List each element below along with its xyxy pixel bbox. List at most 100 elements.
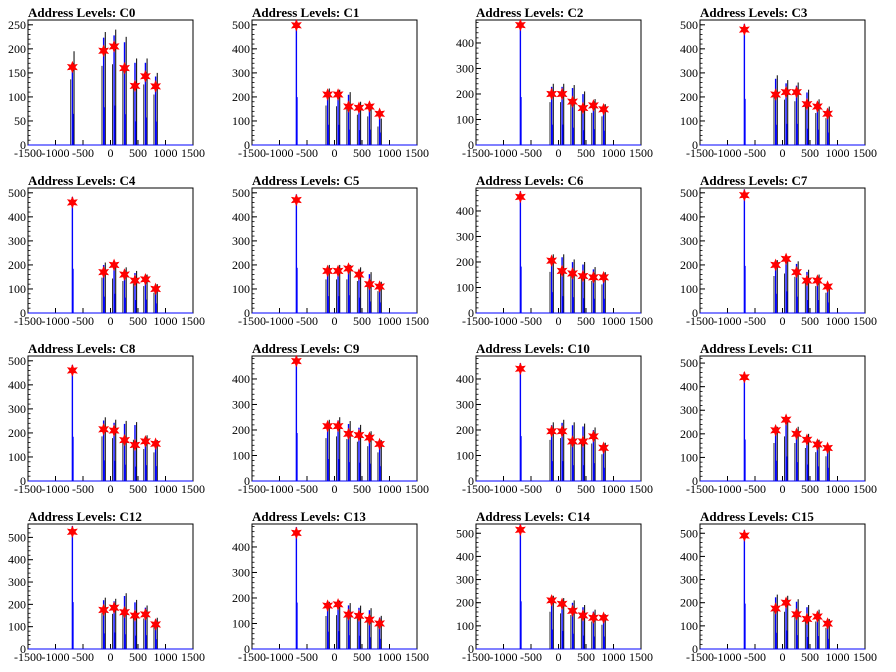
y-tick-label: 400 [456,549,474,563]
x-tick-label: 500 [353,146,371,160]
peak-star-marker [780,413,792,426]
panel-title: Address Levels: C11 [700,341,813,356]
x-tick-label: 1000 [602,314,626,328]
y-tick-label: 400 [456,372,474,386]
peak-star-marker [514,523,526,537]
peak-star-marker [811,100,823,113]
x-tick-label: 1500 [181,314,205,328]
y-tick-label: 100 [232,616,250,630]
x-tick-label: 1000 [826,650,850,664]
x-tick-label: -500 [744,314,766,328]
y-tick-label: 300 [232,234,250,248]
y-tick-label: 0 [468,642,474,656]
x-tick-label: -1000 [490,650,518,664]
x-tick-label: -1000 [42,314,70,328]
y-tick-label: 100 [456,280,474,294]
x-tick-label: -1500 [686,482,714,496]
peak-star-marker [770,602,782,615]
y-tick-label: 0 [468,138,474,152]
y-tick-label: 0 [20,306,26,320]
x-tick-label: -1000 [42,650,70,664]
y-tick-label: 200 [232,90,250,104]
peak-star-marker [822,617,834,630]
y-tick-label: 400 [8,210,26,224]
plot-frame [251,523,418,650]
x-tick-label: 0 [332,146,338,160]
plot-frame [27,523,194,650]
y-tick-label: 100 [232,282,250,296]
plot-frame [699,187,866,314]
x-tick-label: -1000 [266,482,294,496]
peak-star-marker [332,264,344,278]
peak-star-marker [374,107,386,121]
y-tick-label: 0 [20,138,26,152]
y-tick-label: 300 [232,66,250,80]
panel-c4: Address Levels: C40100200300400500-1500-… [8,173,205,328]
y-tick-label: 200 [232,423,250,437]
peak-star-marker [556,87,568,101]
x-tick-label: -1000 [42,482,70,496]
plot-frame [475,523,642,650]
peak-star-marker [108,601,120,615]
x-tick-label: 1500 [629,314,653,328]
x-tick-label: 500 [801,314,819,328]
peak-star-marker [129,79,141,93]
y-tick-label: 200 [680,427,698,441]
peak-star-marker [514,190,526,204]
panel-title: Address Levels: C13 [252,509,366,524]
x-tick-label: -500 [744,146,766,160]
x-tick-label: -1500 [462,482,490,496]
peak-star-marker [738,370,750,384]
peak-star-marker [801,612,813,626]
x-tick-label: 1000 [378,314,402,328]
peak-star-marker [822,107,834,121]
peak-star-marker [119,61,130,75]
peak-star-marker [587,270,599,284]
x-tick-label: 1000 [826,314,850,328]
peak-star-marker [801,97,813,111]
plot-frame [699,523,866,650]
panel-c15: Address Levels: C15 0 100 200 300 400 500 -1500… [680,509,877,664]
y-tick-label: 400 [8,553,26,567]
y-tick-label: 0 [468,474,474,488]
peak-star-marker [577,269,589,283]
x-tick-label: -1500 [238,482,266,496]
peak-star-marker [98,44,110,58]
panel-c9: Address Levels: C9 0 100 200 300 400 -1500 -100… [232,341,429,496]
y-tick-label: 300 [680,573,698,587]
x-tick-label: -500 [520,146,542,160]
plot-frame [475,187,642,314]
x-tick-label: -1500 [14,650,42,664]
peak-star-marker [577,435,589,448]
peak-star-marker [738,23,750,36]
panel-c8: Address Levels: C80100200300400500-1500-… [8,341,205,496]
peak-star-marker [150,282,162,296]
x-tick-label: 500 [577,482,595,496]
y-tick-label: 500 [8,186,26,200]
peak-star-marker [119,605,130,619]
x-tick-label: 0 [108,650,114,664]
peak-star-marker [598,270,610,284]
y-tick-label: 300 [456,397,474,411]
x-tick-label: 0 [332,314,338,328]
y-tick-label: 0 [20,642,26,656]
y-tick-label: 300 [8,402,26,416]
x-tick-label: 1000 [154,314,178,328]
y-tick-label: 100 [232,114,250,128]
panel-title: Address Levels: C14 [476,509,590,524]
x-tick-label: 1500 [181,146,205,160]
peak-star-marker [770,423,782,437]
x-tick-label: 1000 [602,482,626,496]
y-tick-label: 500 [680,18,698,32]
peak-star-marker [353,268,365,281]
y-tick-label: 100 [8,620,26,634]
x-tick-label: -1000 [714,146,742,160]
peak-star-marker [343,608,354,621]
x-tick-label: -500 [72,146,94,160]
peak-star-marker [66,60,78,74]
y-tick-label: 400 [232,372,250,386]
y-tick-label: 500 [680,526,698,540]
x-tick-label: 0 [108,482,114,496]
x-tick-label: 500 [129,314,147,328]
peak-star-marker [822,441,834,455]
